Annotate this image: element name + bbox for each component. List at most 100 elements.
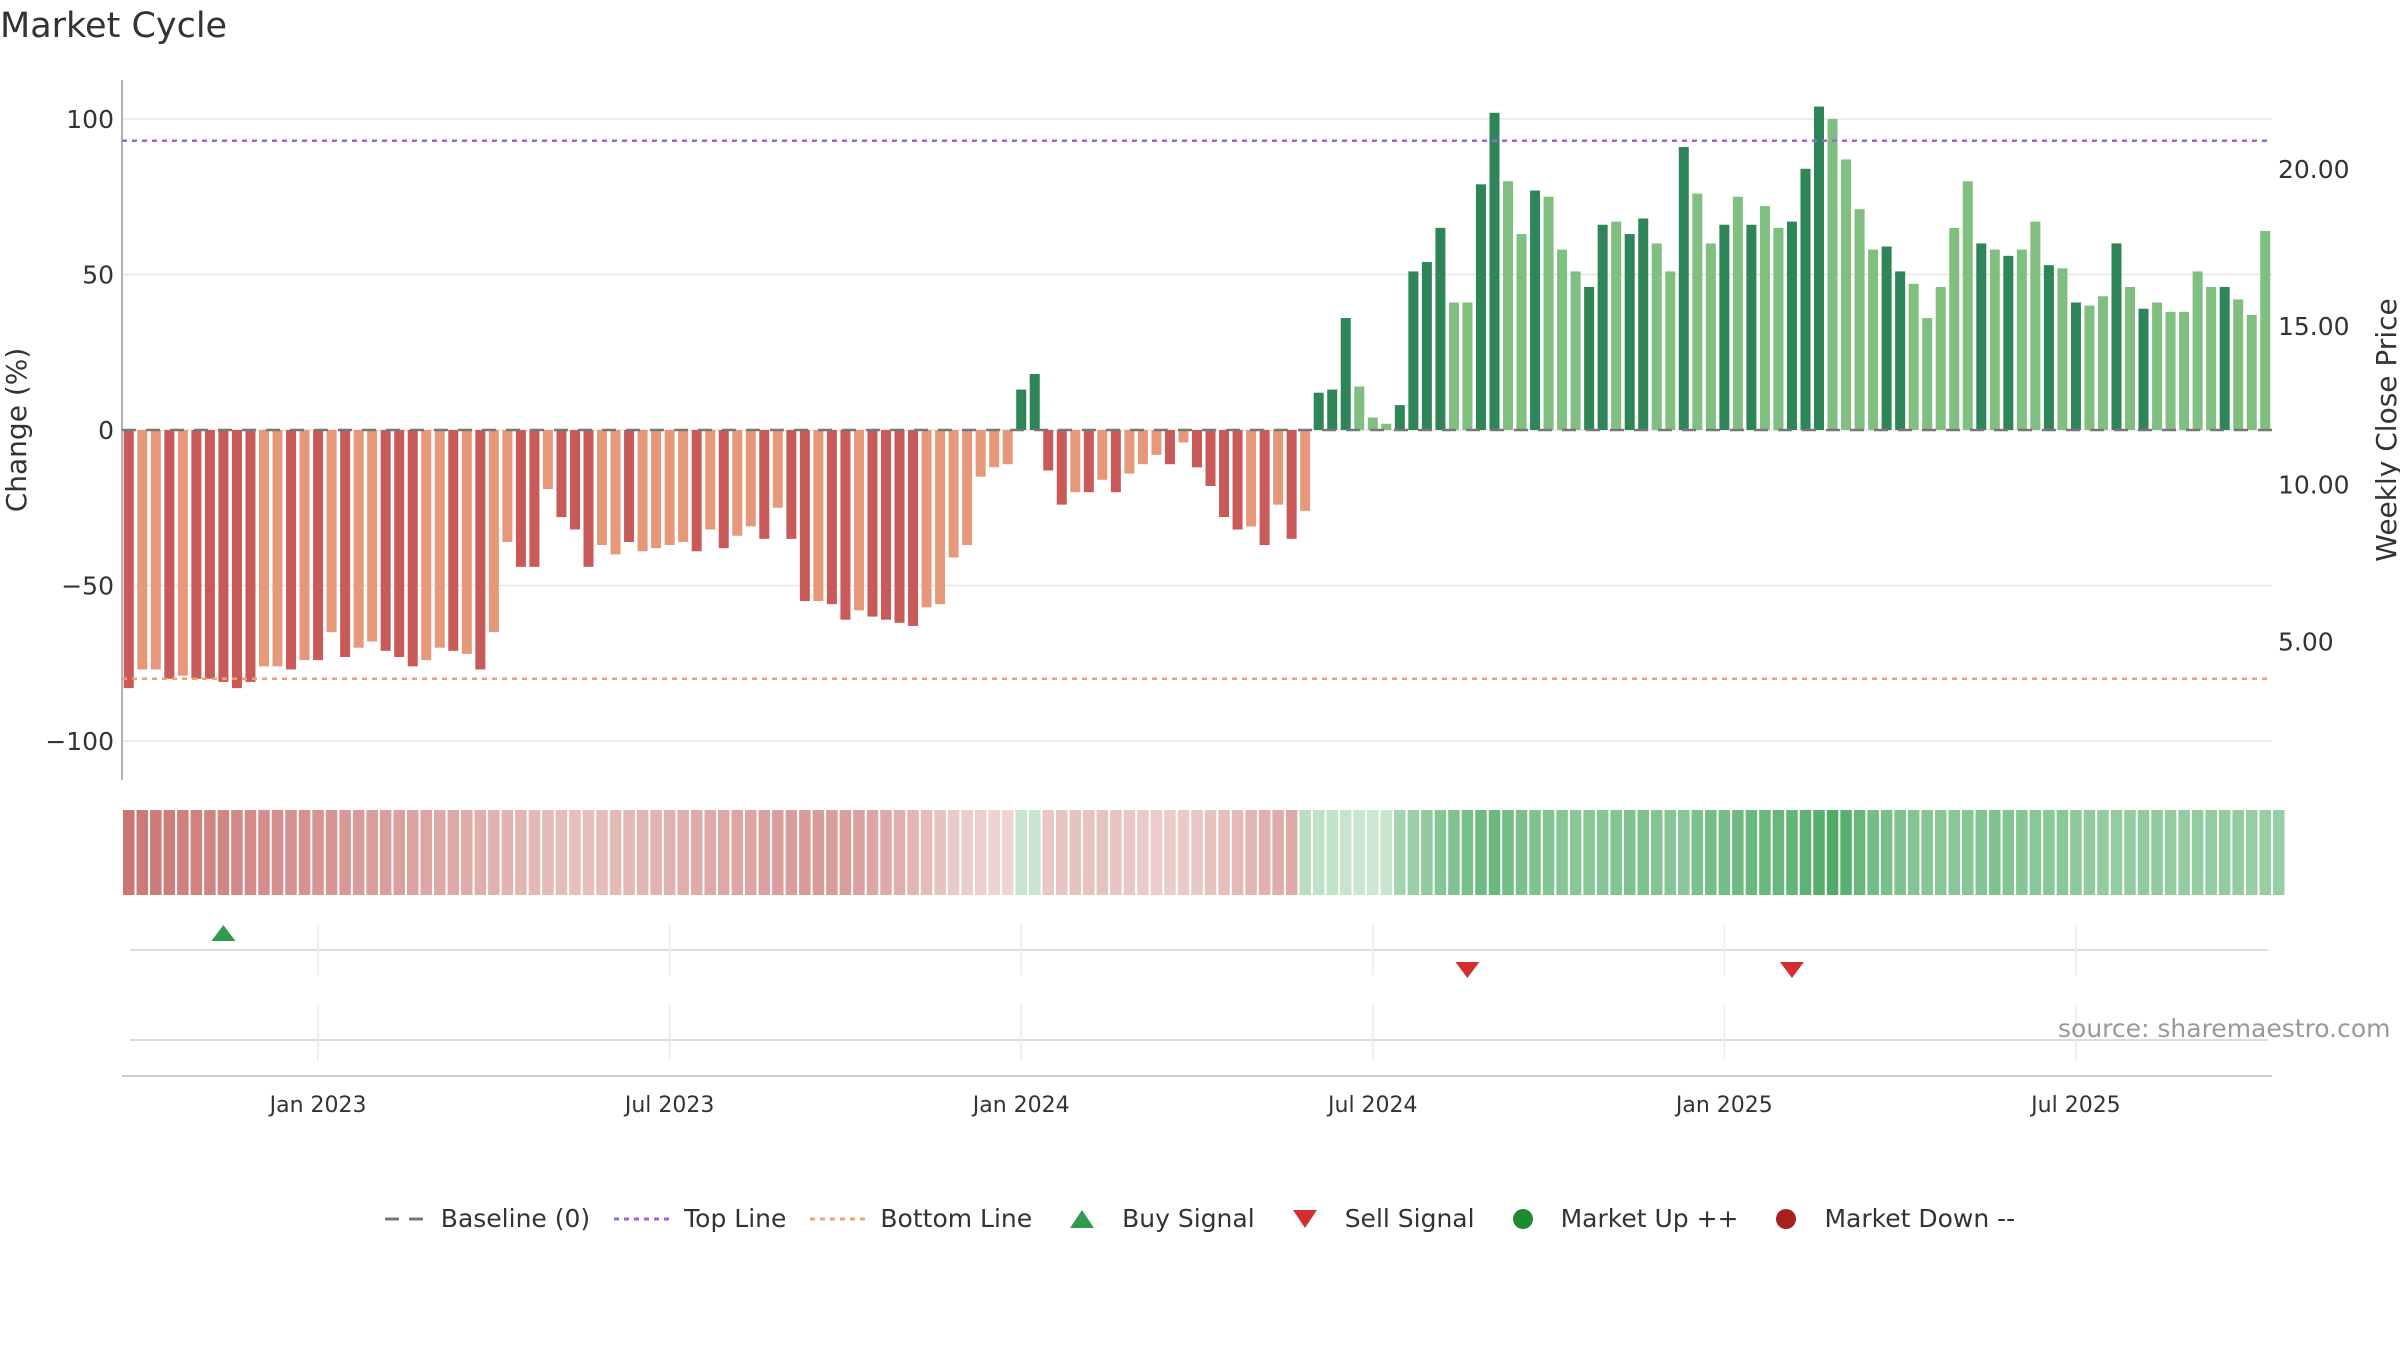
heat-cell [434, 810, 446, 895]
heat-cell [826, 810, 838, 895]
bar [1083, 430, 1094, 493]
bar [1530, 190, 1541, 430]
heat-cell [258, 810, 270, 895]
legend-item-sell-signal[interactable]: Sell Signal [1279, 1204, 1475, 1233]
bar [1178, 430, 1189, 443]
source-credit: source: sharemaestro.com [2058, 1014, 2391, 1043]
bar [2246, 314, 2257, 430]
bar [1110, 430, 1121, 493]
legend-item-market-up[interactable]: Market Up ++ [1499, 1204, 1739, 1233]
bar [1868, 249, 1879, 430]
heat-cell [1989, 810, 2001, 895]
heat-cell [420, 810, 433, 895]
bar [732, 430, 743, 536]
heat-cell [2097, 810, 2109, 895]
heat-cell [785, 810, 798, 895]
bar [367, 430, 378, 642]
heat-cell [677, 810, 689, 895]
heat-cell [2110, 810, 2123, 895]
heat-cell [1069, 810, 1082, 895]
heat-cell [812, 810, 825, 895]
bar [962, 430, 973, 546]
bar [488, 430, 499, 633]
heat-cell [366, 810, 378, 895]
bar [1327, 389, 1338, 430]
heat-cell [528, 810, 541, 895]
legend-item-bottom-line[interactable]: Bottom Line [810, 1204, 1032, 1233]
bar [1800, 168, 1811, 430]
heat-cell [2164, 810, 2177, 895]
heat-cell [839, 810, 852, 895]
bar [1759, 206, 1770, 430]
heat-cell [1407, 810, 1420, 895]
bar [1854, 209, 1865, 430]
heat-cell [745, 810, 757, 895]
heat-cell [947, 810, 960, 895]
bar [2043, 265, 2054, 430]
bar [1070, 430, 1081, 493]
bar [2125, 286, 2136, 430]
heat-cell [2029, 810, 2042, 895]
bar [137, 430, 148, 670]
heat-cell [1123, 810, 1136, 895]
heat-cell [1083, 810, 1095, 895]
heat-cell [866, 810, 879, 895]
heat-cell [271, 810, 284, 895]
bar [1678, 146, 1689, 431]
legend-item-buy-signal[interactable]: Buy Signal [1056, 1204, 1255, 1233]
bar [2179, 311, 2190, 430]
sell-signal-icon [1292, 1209, 1317, 1228]
heat-cell [1637, 810, 1649, 895]
bar [1543, 196, 1554, 430]
heat-cell [1150, 810, 1163, 895]
heat-cell [244, 810, 257, 895]
heat-cell [2191, 810, 2204, 895]
bar [583, 430, 594, 567]
bar [218, 430, 229, 682]
legend-item-baseline[interactable]: Baseline (0) [384, 1204, 590, 1233]
heat-cell [136, 810, 149, 895]
heat-cell [2151, 810, 2163, 895]
y-axis-title: Change (%) [0, 348, 33, 513]
x-tick-label: Jul 2024 [1326, 1093, 1418, 1118]
heat-cell [204, 810, 216, 895]
bar [610, 430, 621, 555]
bar [813, 430, 824, 602]
heat-cell [1759, 810, 1771, 895]
heat-cell [1691, 810, 1704, 895]
bar [624, 430, 635, 542]
buy-signal-marker [211, 925, 236, 941]
legend-label-market-up: Market Up ++ [1560, 1204, 1739, 1233]
heat-cell [690, 810, 703, 895]
heat-cell [663, 810, 676, 895]
bar [475, 430, 486, 670]
y-tick-label: −100 [45, 727, 114, 756]
bar [1124, 430, 1135, 474]
heat-cell [1542, 810, 1555, 895]
bar [461, 430, 472, 654]
legend-item-market-down[interactable]: Market Down -- [1762, 1204, 2015, 1233]
heat-cell [1488, 810, 1501, 895]
bar [1475, 184, 1486, 430]
bar [2084, 305, 2095, 430]
heat-cell [1934, 810, 1947, 895]
heat-cell [1096, 810, 1109, 895]
heat-cell [379, 810, 392, 895]
heat-cell [1596, 810, 1609, 895]
bar [799, 430, 810, 602]
bar [556, 430, 567, 518]
heat-cell [163, 810, 176, 895]
bar [1340, 318, 1351, 430]
heat-cell [1285, 810, 1298, 895]
bar [705, 430, 716, 530]
heat-cell [2002, 810, 2015, 895]
heat-cell [1705, 810, 1717, 895]
bar [1624, 234, 1635, 430]
bar [1773, 227, 1784, 430]
bar [529, 430, 540, 567]
y2-tick-label: 10.00 [2278, 470, 2350, 499]
bar [1300, 430, 1311, 511]
heat-cell [2043, 810, 2055, 895]
legend-item-top-line[interactable]: Top Line [614, 1204, 786, 1233]
bar [1448, 302, 1459, 430]
